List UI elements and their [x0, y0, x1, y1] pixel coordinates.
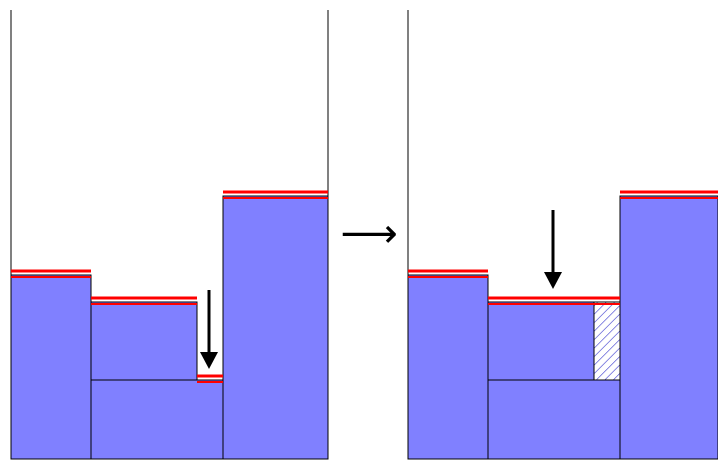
left-column-level-marker: [11, 269, 91, 278]
merged-shelf-level-marker: [488, 296, 620, 305]
right-column-block: [222, 195, 329, 460]
bottom-slab-block: [487, 379, 621, 460]
after-panel: [407, 10, 718, 460]
before-panel: [10, 10, 329, 460]
right-column-level-marker: [223, 190, 328, 199]
middle-shelf-block: [90, 301, 198, 381]
down-arrow-icon: [200, 290, 218, 369]
right-column-level-marker: [620, 190, 718, 199]
left-column-level-marker: [408, 269, 488, 278]
middle-shelf-block: [487, 301, 595, 381]
left-column-block: [407, 274, 489, 460]
long-right-arrow-icon: ⟶: [340, 211, 398, 257]
filled-gap-hatched-cell: [593, 301, 621, 381]
right-column-block: [619, 195, 718, 460]
left-column-block: [10, 274, 92, 460]
middle-shelf-level-marker: [91, 296, 197, 305]
bottom-slab-block: [90, 379, 224, 460]
gap-level-marker: [197, 374, 223, 383]
down-arrow-icon: [544, 210, 562, 289]
